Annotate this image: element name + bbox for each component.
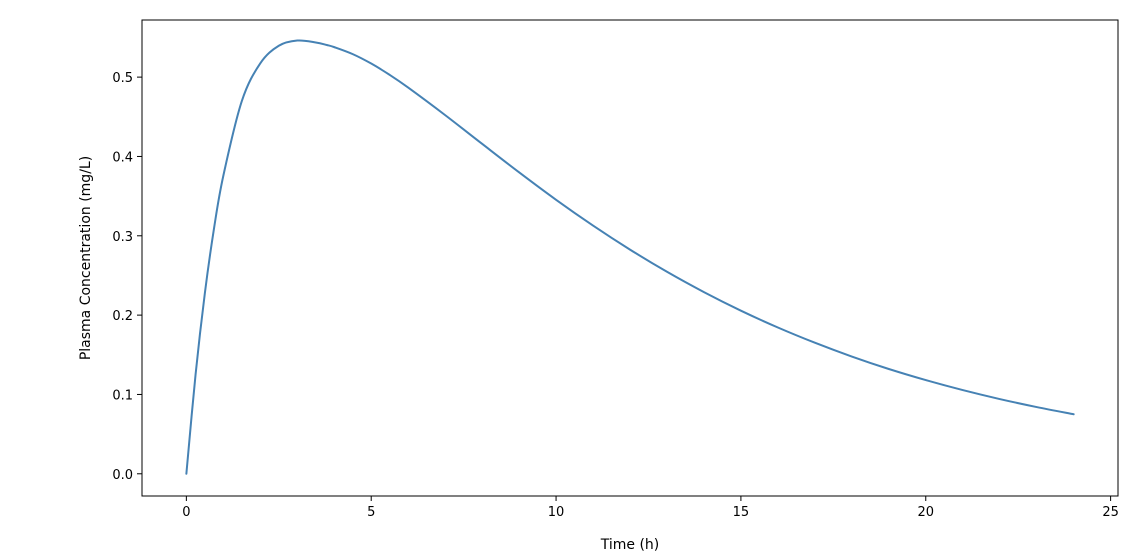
y-tick-label: 0.1 bbox=[112, 388, 133, 403]
x-tick-label: 5 bbox=[367, 505, 375, 520]
x-tick-label: 10 bbox=[548, 505, 565, 520]
x-tick-label: 25 bbox=[1102, 505, 1119, 520]
x-axis: 0 5 10 15 20 25 bbox=[182, 496, 1119, 520]
y-tick-label: 0.3 bbox=[112, 230, 133, 245]
y-axis-label: Plasma Concentration (mg/L) bbox=[78, 156, 94, 360]
series-layer bbox=[185, 39, 1075, 475]
x-tick-label: 20 bbox=[917, 505, 934, 520]
x-axis-label: Time (h) bbox=[600, 537, 660, 553]
series-line-0 bbox=[185, 39, 1075, 475]
y-tick-label: 0.2 bbox=[112, 309, 133, 324]
plot-area bbox=[141, 19, 1119, 497]
y-tick-label: 0.4 bbox=[112, 150, 133, 165]
y-axis: 0.0 0.1 0.2 0.3 0.4 0.5 bbox=[112, 71, 142, 483]
x-tick-label: 0 bbox=[182, 505, 190, 520]
y-tick-label: 0.0 bbox=[112, 468, 133, 483]
x-tick-label: 15 bbox=[733, 505, 750, 520]
y-tick-label: 0.5 bbox=[112, 71, 133, 86]
